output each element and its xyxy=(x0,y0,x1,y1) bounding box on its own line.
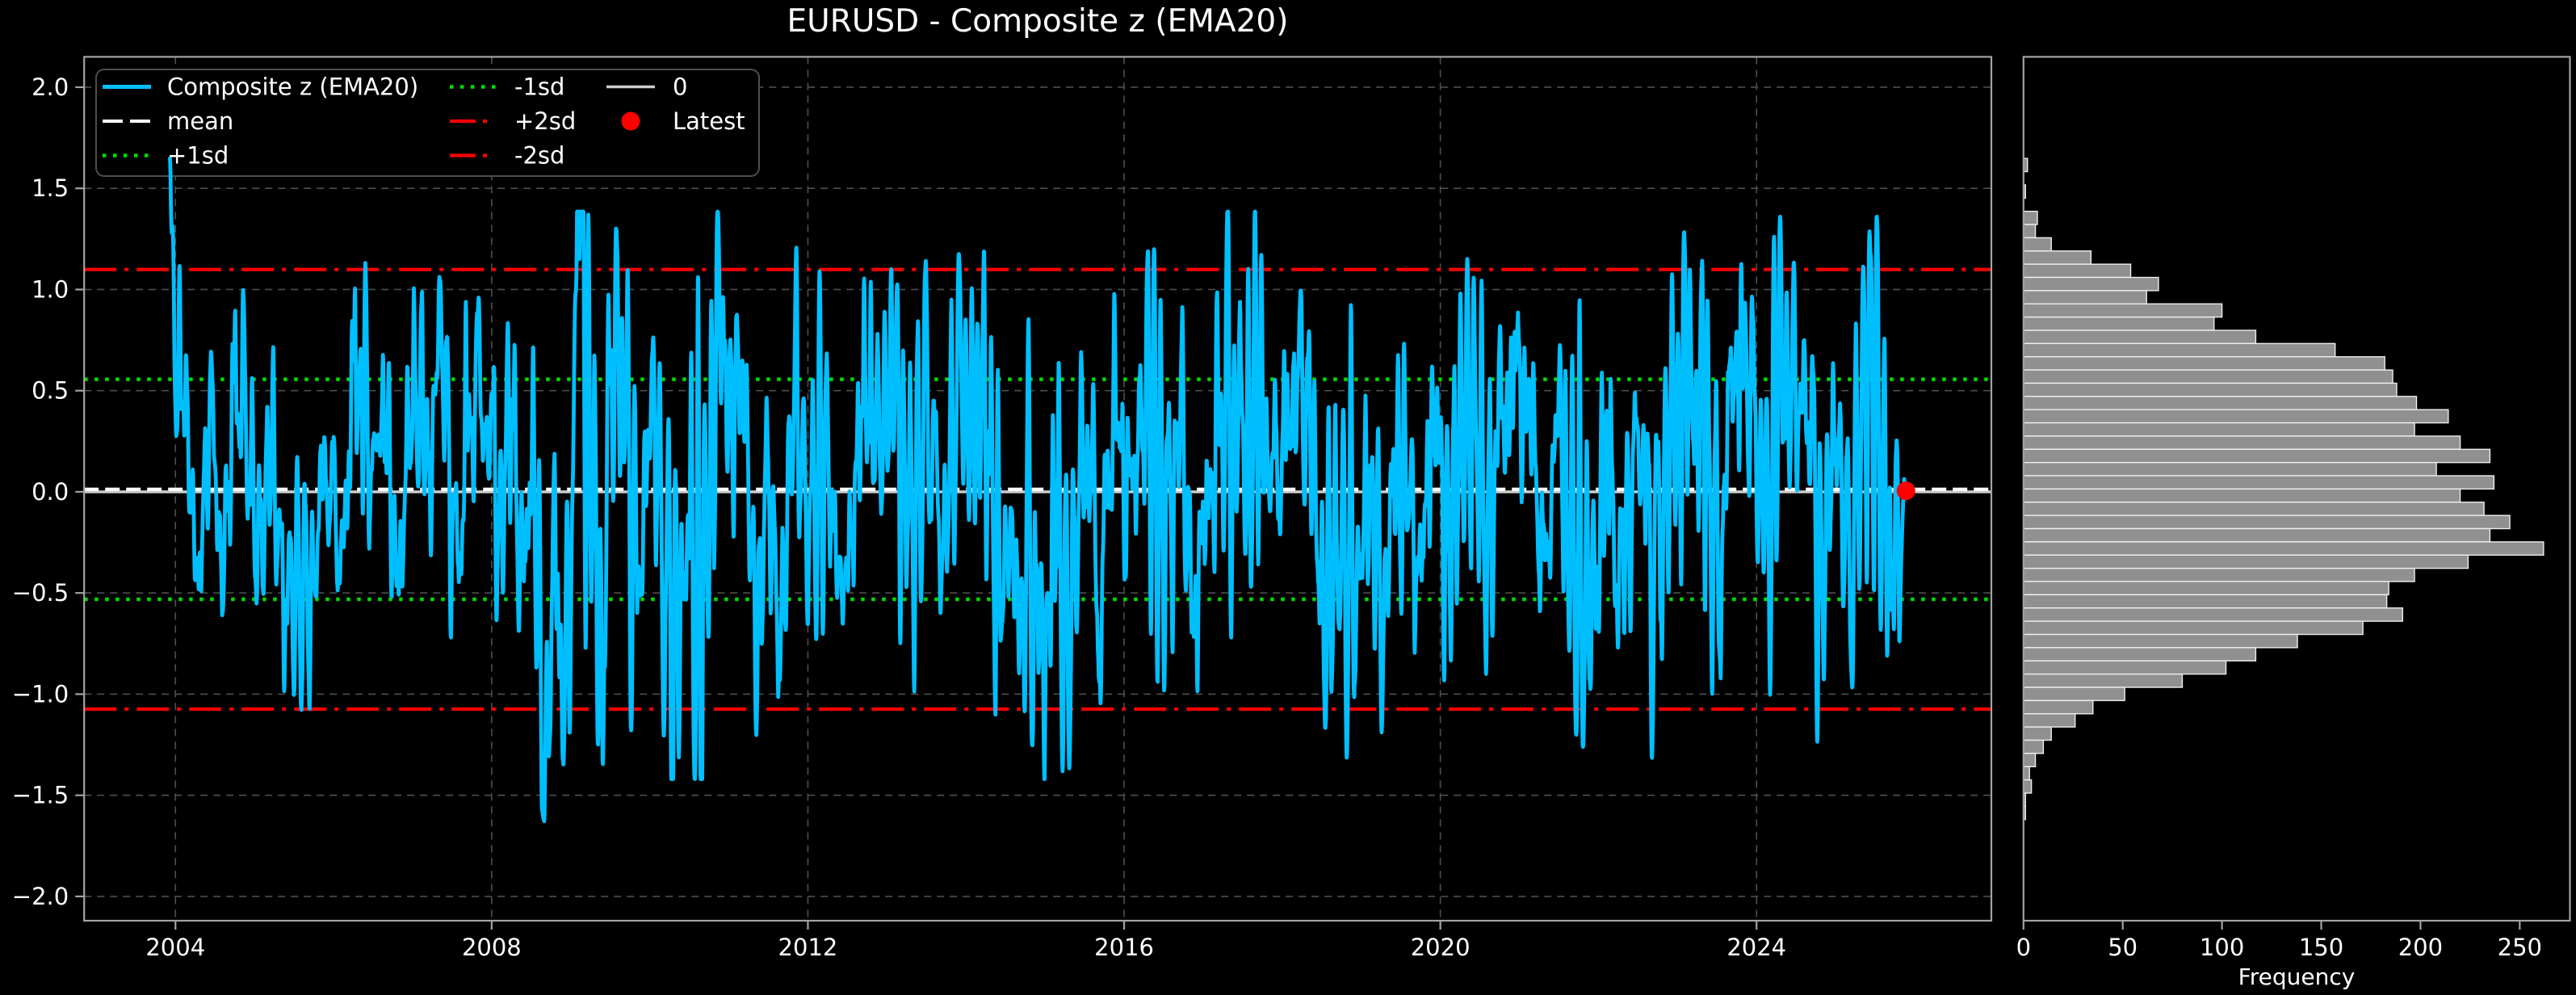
legend-marker-latest xyxy=(621,111,640,131)
hist-bar xyxy=(2023,210,2038,225)
legend-entry: +2sd xyxy=(450,107,576,135)
ytick-label: −1.5 xyxy=(12,782,69,809)
hist-bar xyxy=(2023,660,2227,675)
hist-bar xyxy=(2023,224,2037,239)
hist-xtick-label: 50 xyxy=(2108,934,2138,961)
reference-lines xyxy=(84,267,1991,712)
hist-bar xyxy=(2023,409,2449,424)
hist-bar xyxy=(2023,330,2257,345)
xtick-label: 2012 xyxy=(778,934,838,961)
hist-bar xyxy=(2023,739,2045,754)
hist-bar xyxy=(2023,303,2223,318)
hist-bar xyxy=(2023,263,2132,279)
hist-bar xyxy=(2023,713,2076,728)
legend-entry: +1sd xyxy=(103,142,229,170)
legend-entry: -2sd xyxy=(450,142,564,170)
hist-bar xyxy=(2023,382,2398,397)
hist-xtick-label: 200 xyxy=(2398,934,2443,961)
legend: Composite z (EMA20) mean +1sd -1sd +2sd -2sd 0… xyxy=(103,73,745,170)
hist-bar xyxy=(2023,766,2030,781)
legend-entry: -1sd xyxy=(450,73,564,101)
hist-bar xyxy=(2023,435,2461,451)
ytick-label: 0.5 xyxy=(31,377,69,405)
legend-label: mean xyxy=(167,107,233,135)
hist-bar xyxy=(2023,673,2184,688)
series-line xyxy=(168,156,1908,824)
ytick-label: 1.0 xyxy=(31,275,69,303)
main-axes: 2.0 1.5 1.0 0.5 0.0 −0.5 −1.0 −1.5 −2.0 2004 2008 2… xyxy=(12,56,1993,961)
main-axes-frame xyxy=(83,56,1993,922)
legend-label: Latest xyxy=(673,107,745,135)
hist-bar xyxy=(2023,554,2469,569)
ytick-label: 0.0 xyxy=(31,478,69,506)
hist-bar xyxy=(2023,779,2033,794)
ytick-label: −1.0 xyxy=(12,680,69,707)
xtick-label: 2008 xyxy=(462,934,522,961)
xtick-label: 2004 xyxy=(145,934,205,961)
legend-entry: mean xyxy=(103,107,233,135)
hist-xtick-label: 0 xyxy=(2016,934,2031,961)
histogram-xlabel: Frequency xyxy=(2238,964,2356,990)
legend-entry: Latest xyxy=(621,107,745,135)
legend-label: +1sd xyxy=(167,142,229,170)
legend-label: 0 xyxy=(673,73,687,101)
histogram-axes: 0 50 100 150 200 250 xyxy=(2016,56,2571,961)
legend-box xyxy=(95,69,760,177)
hist-xtick-label: 250 xyxy=(2498,934,2542,961)
hist-bar xyxy=(2023,753,2037,767)
legend-label: -1sd xyxy=(514,73,564,101)
xtick-label: 2024 xyxy=(1726,934,1786,961)
ytick-label: −0.5 xyxy=(12,579,69,607)
hist-bar xyxy=(2023,686,2125,702)
hist-bar xyxy=(2023,607,2403,622)
hist-bar xyxy=(2023,448,2491,464)
hist-bar xyxy=(2023,396,2418,410)
hist-xtick-label: 100 xyxy=(2200,934,2244,961)
hist-bar xyxy=(2023,594,2388,609)
hist-bar xyxy=(2023,369,2393,384)
hist-bar xyxy=(2023,567,2415,582)
hist-bar xyxy=(2023,581,2389,596)
chart-title: EURUSD - Composite z (EMA20) xyxy=(787,3,1289,40)
hist-axes-frame xyxy=(2022,56,2571,922)
hist-xtick-label: 150 xyxy=(2299,934,2343,961)
hist-bar xyxy=(2023,316,2215,331)
hist-bar xyxy=(2023,620,2364,636)
xtick-label: 2020 xyxy=(1411,934,1471,961)
main-series xyxy=(168,156,1915,824)
hist-bar xyxy=(2023,356,2385,371)
hist-bar xyxy=(2023,527,2491,543)
hist-bar xyxy=(2023,276,2159,292)
legend-entry: 0 xyxy=(606,73,687,101)
hist-bar xyxy=(2023,514,2511,530)
hist-bar xyxy=(2023,475,2495,490)
hist-bar xyxy=(2023,462,2437,477)
hist-bar xyxy=(2023,237,2052,252)
ytick-label: 2.0 xyxy=(31,73,69,101)
hist-bar xyxy=(2023,726,2052,741)
hist-bar xyxy=(2023,342,2336,358)
hist-bar xyxy=(2023,250,2092,265)
legend-background xyxy=(95,69,760,177)
xtick-label: 2016 xyxy=(1094,934,1154,961)
hist-bar xyxy=(2023,633,2298,649)
hist-bar xyxy=(2023,290,2147,304)
hist-bar xyxy=(2023,647,2257,661)
latest-marker xyxy=(1896,481,1915,501)
ytick-label: 1.5 xyxy=(31,174,69,202)
hist-bar xyxy=(2023,699,2094,715)
hist-bar xyxy=(2023,422,2415,437)
legend-entry: Composite z (EMA20) xyxy=(103,73,418,101)
ytick-label: −2.0 xyxy=(12,883,69,910)
hist-bar xyxy=(2023,502,2485,516)
legend-label: Composite z (EMA20) xyxy=(167,73,418,101)
legend-label: -2sd xyxy=(514,142,564,170)
hist-bar xyxy=(2023,488,2461,503)
hist-bar xyxy=(2023,541,2545,556)
legend-label: +2sd xyxy=(514,107,576,135)
